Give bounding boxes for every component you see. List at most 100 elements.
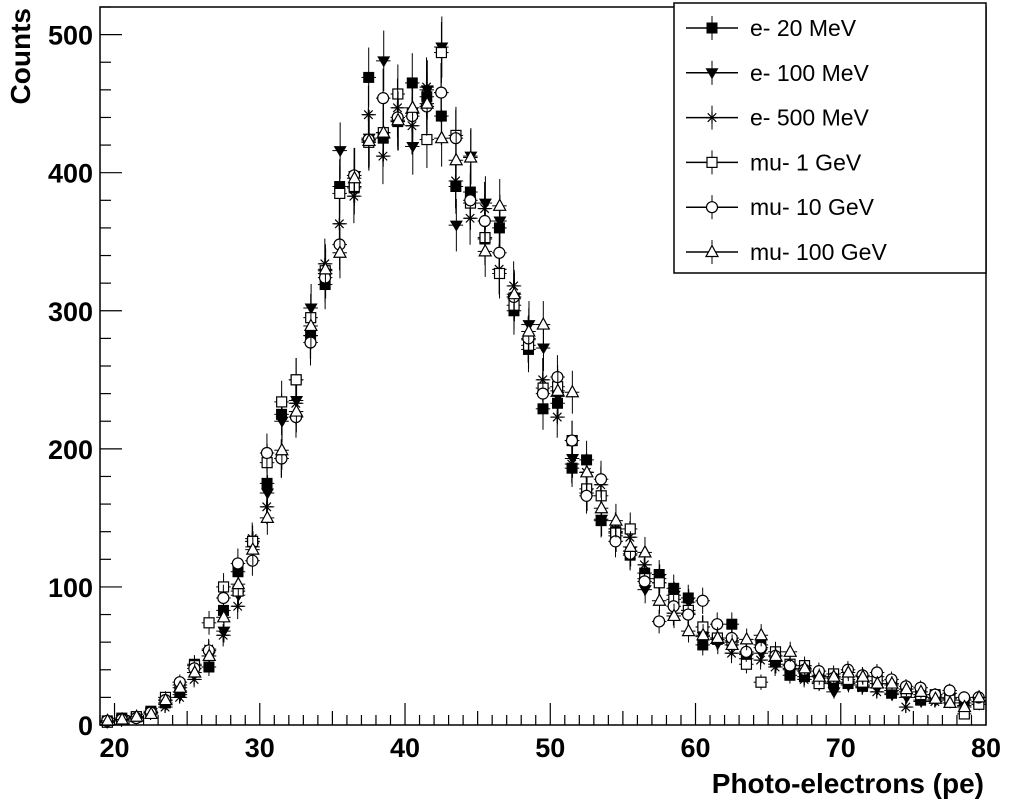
data-point (667, 608, 682, 622)
legend-label: mu- 1 GeV (750, 149, 862, 175)
data-point (826, 668, 841, 682)
data-point (812, 668, 827, 682)
data-point (551, 411, 564, 424)
data-point (203, 617, 215, 629)
data-point (421, 133, 433, 146)
legend-label: e- 100 MeV (750, 60, 870, 86)
data-point (289, 403, 304, 417)
legend-box (673, 2, 987, 274)
data-point (652, 592, 667, 606)
data-point (231, 576, 246, 590)
data-point (972, 689, 987, 703)
data-point (464, 194, 477, 207)
data-point (798, 673, 811, 686)
legend-label: mu- 10 GeV (750, 194, 875, 220)
data-point (217, 629, 230, 642)
data-point (478, 243, 493, 257)
data-point (260, 446, 274, 460)
data-point (115, 711, 130, 725)
legend-marker (704, 244, 720, 258)
data-point (957, 699, 972, 713)
data-point (173, 679, 188, 693)
data-point (681, 623, 696, 637)
legend-entry: mu- 10 GeV (686, 194, 875, 220)
data-point (942, 695, 957, 709)
data-point (579, 464, 594, 478)
x-tick-label: 60 (680, 733, 710, 763)
legend-marker (706, 111, 718, 124)
x-tick-label: 70 (826, 733, 856, 763)
x-tick-label: 50 (535, 733, 565, 763)
y-tick-label: 300 (48, 297, 93, 327)
data-point (216, 609, 231, 623)
data-point (536, 387, 550, 400)
legend-entry: e- 20 MeV (686, 15, 857, 41)
series-mu-100-gev (100, 74, 987, 726)
data-point (332, 245, 347, 258)
axes: 20 30 40 50 60 70 80 0 100 200 300 400 500 Photo-elec… (5, 6, 1001, 799)
data-point (129, 708, 144, 722)
data-point (797, 660, 812, 674)
data-point (899, 701, 912, 714)
data-point (158, 692, 173, 706)
data-point (290, 374, 302, 386)
y-tick-label: 500 (48, 21, 93, 51)
data-point (594, 473, 608, 486)
data-point (274, 442, 289, 456)
data-point (217, 591, 230, 605)
data-point (173, 690, 187, 702)
data-point (913, 684, 928, 697)
x-tick-label: 30 (245, 733, 275, 763)
data-point (449, 174, 462, 187)
data-point (536, 316, 551, 330)
data-point (609, 535, 622, 548)
data-point (739, 631, 754, 645)
data-point (507, 286, 522, 300)
data-point (565, 434, 579, 447)
legend-marker (705, 68, 719, 80)
data-point (276, 396, 288, 408)
data-point (884, 675, 899, 689)
data-point (550, 383, 565, 396)
data-point (260, 510, 275, 523)
legend-entry: e- 500 MeV (686, 105, 870, 131)
data-point (434, 130, 449, 144)
legend-label: e- 500 MeV (750, 105, 870, 131)
data-point (478, 198, 492, 210)
y-tick-label: 400 (48, 159, 93, 189)
x-tick-label: 20 (100, 733, 130, 763)
data-point (928, 691, 943, 704)
legend-label: e- 20 MeV (750, 15, 857, 41)
data-point (377, 56, 391, 68)
x-tick-label: 40 (390, 733, 420, 763)
x-axis-title: Photo-electrons (pe) (712, 768, 984, 799)
data-point (623, 539, 638, 552)
data-point (318, 261, 333, 275)
data-point (608, 512, 623, 526)
data-point (696, 627, 711, 641)
data-point (653, 577, 665, 589)
x-tick-label: 80 (971, 733, 1001, 763)
y-tick-label: 0 (78, 711, 93, 741)
data-point (405, 100, 420, 113)
data-point (638, 575, 651, 588)
data-point (391, 112, 406, 126)
data-point (855, 668, 870, 682)
data-point (406, 141, 420, 153)
data-point (768, 648, 783, 662)
data-point (202, 648, 217, 662)
legend-marker (706, 156, 718, 168)
data-point (755, 676, 767, 688)
data-point (580, 489, 593, 502)
data-point (435, 86, 448, 99)
data-point (303, 318, 318, 332)
data-point (361, 133, 377, 147)
data-point (726, 618, 738, 630)
data-point (594, 500, 609, 514)
data-point (463, 149, 478, 163)
data-point (696, 594, 709, 607)
data-point (376, 124, 391, 138)
y-tick-label: 100 (48, 573, 93, 603)
legend-label: mu- 100 GeV (750, 239, 887, 265)
